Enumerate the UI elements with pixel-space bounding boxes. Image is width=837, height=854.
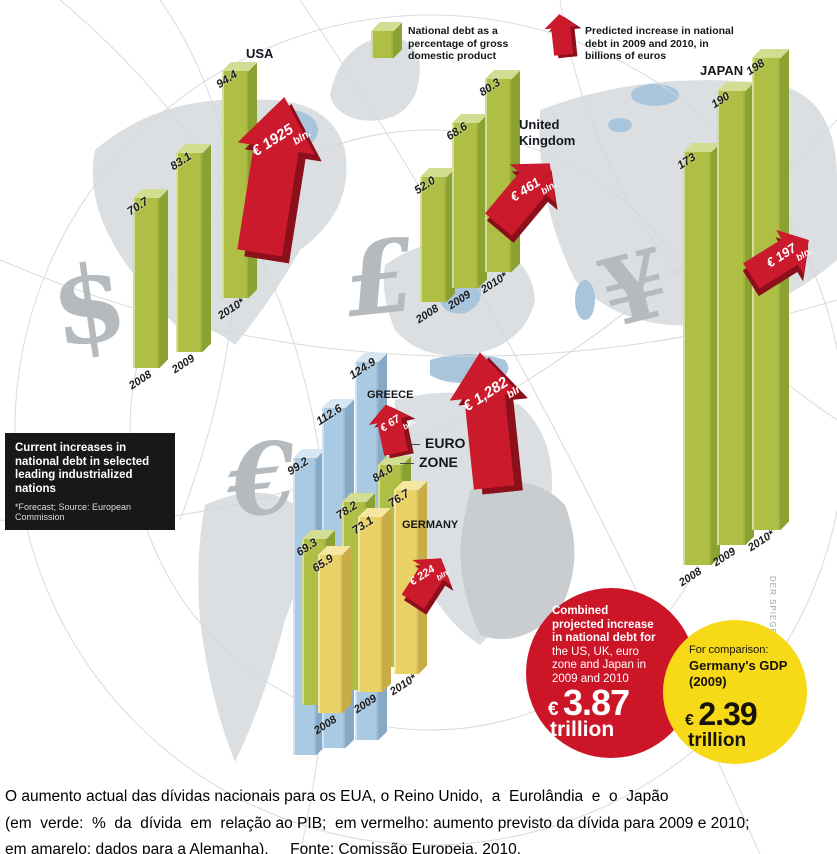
caption: O aumento actual das dívidas nacionais p…	[5, 784, 835, 854]
bar-year-label: 2010*	[216, 296, 247, 323]
info-box-title: Current increases in national debt in se…	[15, 442, 150, 495]
legend-red-arrow-icon	[543, 12, 580, 56]
comparison-year: (2009)	[689, 674, 727, 689]
caption-line-2: (em verde: % da dívida em relação ao PIB…	[5, 814, 750, 832]
leader-dash: —	[400, 453, 414, 470]
info-box-footnote: *Forecast; Source: European Commission	[15, 502, 132, 523]
bar-united-kingdom-1: 68.6 2009	[444, 121, 478, 312]
bar-usa-1: 83.1 2009	[168, 151, 202, 376]
usa-label: USA	[246, 46, 274, 61]
japan-label: JAPAN	[700, 63, 744, 78]
germany-label: GERMANY	[402, 519, 459, 531]
bar-value-label: 70.7	[125, 195, 151, 218]
combined-callout-value: € 3.87	[548, 682, 630, 724]
combined-value-unit: trillion	[550, 718, 615, 741]
bar-value-label: 94.4	[214, 68, 240, 91]
bar-japan-0: 173 2008	[675, 151, 711, 589]
legend-gdp-label: National debt as a percentage of gross d…	[408, 25, 509, 63]
bar-value-label: 80.3	[477, 76, 503, 99]
bar-year-label: 2008	[677, 565, 705, 590]
bar-usa-0: 70.7 2008	[125, 196, 159, 392]
caption-line-3: em amarelo: dados para a Alemanha). Font…	[5, 841, 522, 854]
bar-year-label: 2008	[127, 368, 155, 393]
greece-label: GREECE	[367, 389, 414, 401]
eurozone-label-line1: EURO	[425, 435, 466, 451]
caption-line-1: O aumento actual das dívidas nacionais p…	[5, 788, 669, 805]
combined-callout-rest: the US, UK, euro zone and Japan in 2009 …	[552, 645, 646, 685]
bar-value-label: 173	[675, 151, 699, 172]
germany-gdp-callout: For comparison: Germany's GDP (2009) € 2…	[663, 620, 807, 764]
uk-label: United Kingdom	[519, 117, 576, 148]
bar-japan-2: 198 2010*	[744, 57, 780, 554]
combined-value-number: 3.87	[563, 682, 630, 723]
bar-japan-1: 190 2009	[709, 90, 745, 569]
bar-value-label: 68.6	[444, 120, 470, 143]
combined-callout-lead: Combined projected increase in national …	[552, 605, 656, 645]
bar-united-kingdom-2: 80.3 2010*	[477, 77, 511, 296]
bar-usa-2: 94.4 2010*	[214, 69, 248, 322]
bar-germany-0: 65.9 2008	[310, 553, 342, 737]
bar-value-label: 124.9	[347, 356, 379, 382]
bar-year-label: 2009	[170, 352, 198, 377]
leader-dash: —	[406, 435, 420, 451]
legend-increase-label: Predicted increase in national debt in 2…	[585, 25, 734, 63]
bar-value-label: 190	[709, 90, 733, 111]
bar-united-kingdom-0: 52.0 2008	[412, 175, 446, 326]
legend-green-cube-icon	[371, 31, 393, 58]
bar-year-label: 2008	[414, 302, 442, 327]
comparison-value-unit: trillion	[688, 730, 747, 751]
publisher-credit: DER SPIEGEL	[768, 576, 777, 641]
bar-value-label: 52.0	[412, 174, 438, 197]
eurozone-label-line2: ZONE	[419, 453, 458, 470]
eurozone-label: — EURO — ZONE	[400, 434, 466, 472]
info-box: Current increases in national debt in se…	[5, 433, 175, 531]
comparison-intro: For comparison:	[689, 644, 769, 656]
bar-value-label: 112.6	[314, 402, 345, 428]
euro-sign: €	[548, 699, 559, 720]
bar-germany-1: 73.1 2009	[350, 515, 382, 716]
bar-value-label: 83.1	[168, 150, 194, 173]
bar-value-label: 99.2	[285, 455, 311, 478]
combined-callout-text: Combined projected increase in national …	[552, 605, 658, 686]
comparison-value-number: 2.39	[698, 696, 757, 732]
comparison-subject: Germany's GDP	[689, 658, 788, 673]
comparison-value: € 2.39	[685, 696, 758, 733]
bar-year-label: 2010*	[388, 672, 419, 699]
bar-value-label: 198	[744, 57, 768, 78]
euro-sign: €	[685, 712, 694, 729]
